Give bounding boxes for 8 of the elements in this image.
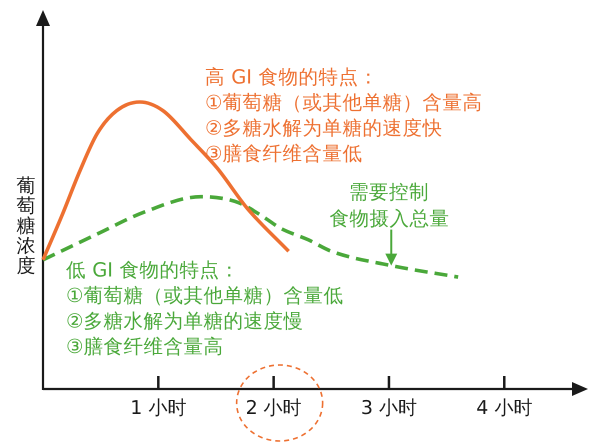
y-axis-title: 葡萄糖浓度: [16, 175, 36, 277]
x-tick-label: 1 小时: [130, 397, 186, 419]
annotation: 低 GI 食物的特点： ①葡萄糖（或其他单糖）含量低 ②多糖水解为单糖的速度慢 ③膳食纤维含量高: [66, 258, 344, 358]
x-tick-label: 4 小时: [476, 397, 532, 419]
annotation: 需要控制: [349, 180, 429, 204]
annotation: 食物摄入总量: [329, 207, 450, 230]
x-tick-label: 3 小时: [360, 397, 418, 419]
x-tick-label: 2 小时: [246, 397, 302, 419]
